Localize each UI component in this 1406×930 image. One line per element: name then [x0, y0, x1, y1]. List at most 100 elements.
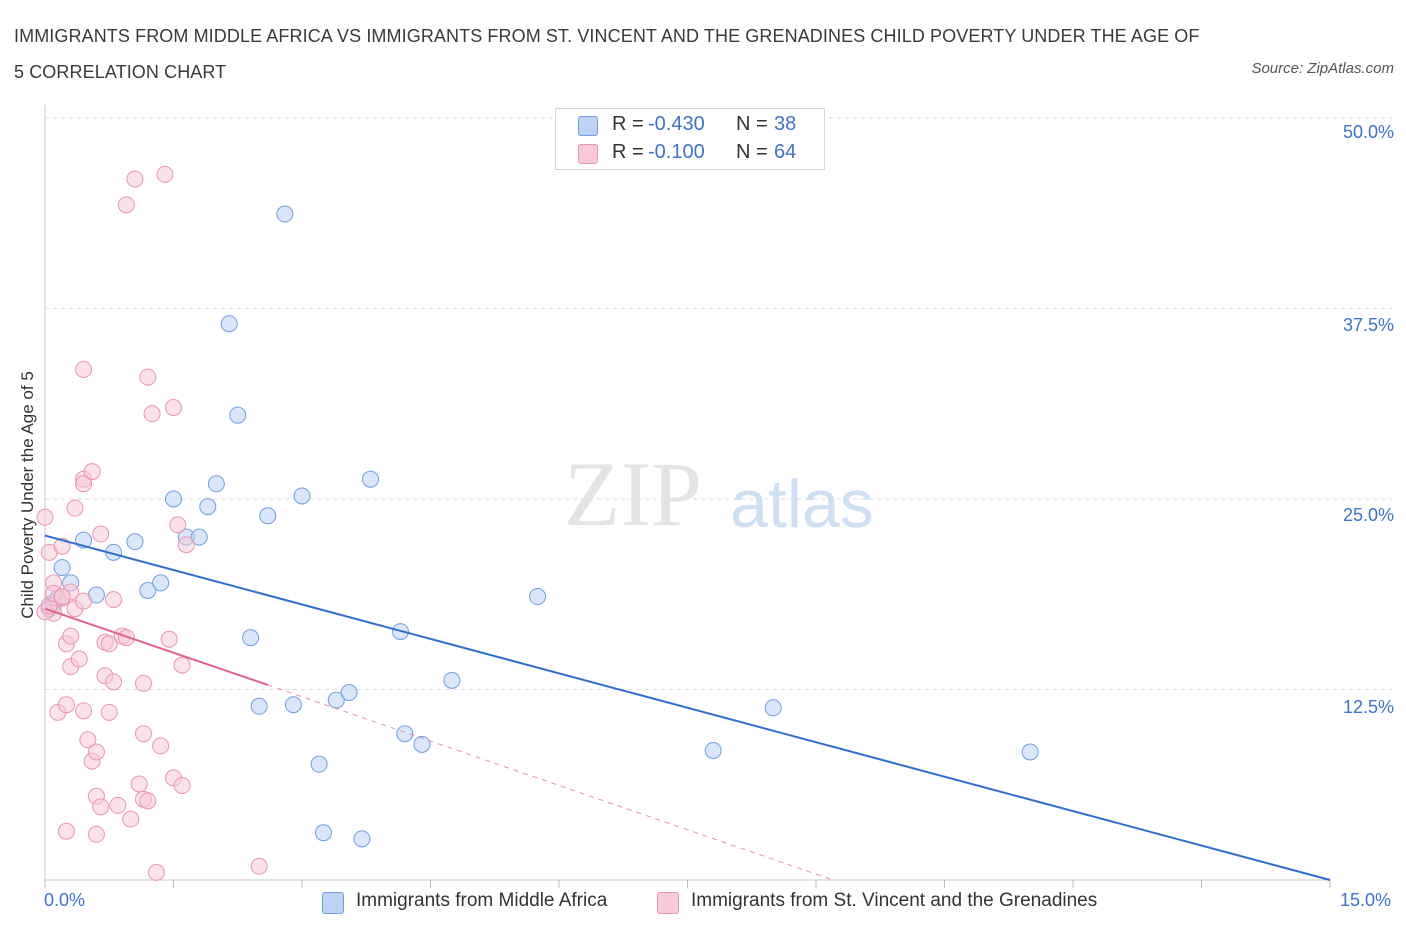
point-middle-africa: [396, 725, 414, 743]
point-st-vincent: [57, 696, 75, 714]
point-middle-africa: [207, 475, 225, 493]
point-middle-africa: [190, 528, 208, 546]
point-middle-africa: [362, 470, 380, 488]
point-middle-africa: [284, 696, 302, 714]
n-label: N =: [736, 141, 768, 163]
y-tick-label: 50.0%: [1342, 122, 1394, 142]
point-middle-africa: [229, 406, 247, 424]
legend-label: Immigrants from Middle Africa: [356, 890, 608, 911]
point-st-vincent: [75, 360, 93, 378]
point-middle-africa: [443, 671, 461, 689]
point-st-vincent: [250, 857, 268, 875]
y-tick-label: 12.5%: [1342, 697, 1394, 717]
trend-extension-st-vincent: [267, 684, 834, 881]
source-label: Source: ZipAtlas.com: [1251, 60, 1394, 77]
axes: [44, 105, 1331, 888]
r-value: -0.100: [648, 141, 705, 163]
point-middle-africa: [353, 830, 371, 848]
trend-line-st-vincent: [44, 607, 269, 686]
trend-lines: [44, 534, 1331, 881]
point-st-vincent: [105, 673, 123, 691]
point-middle-africa: [139, 581, 157, 599]
point-middle-africa: [310, 755, 328, 773]
point-st-vincent: [109, 796, 127, 814]
point-st-vincent: [152, 737, 170, 755]
y-axis-label: Child Poverty Under the Age of 5: [18, 371, 37, 619]
series-st-vincent: [36, 165, 268, 881]
stats-box: R = -0.430 N = 38 R = -0.100 N = 64: [555, 108, 825, 170]
point-st-vincent: [147, 863, 165, 881]
blue-swatch: [578, 116, 598, 136]
point-st-vincent: [165, 399, 182, 417]
point-st-vincent: [75, 475, 93, 493]
point-st-vincent: [62, 627, 80, 645]
pink-swatch: [657, 892, 679, 914]
point-st-vincent: [36, 508, 54, 526]
point-st-vincent: [143, 405, 161, 423]
point-middle-africa: [276, 205, 294, 223]
r-label: R =: [612, 141, 644, 163]
point-middle-africa: [529, 588, 547, 606]
point-middle-africa: [293, 487, 311, 505]
point-st-vincent: [75, 702, 93, 720]
n-label: N =: [736, 113, 768, 135]
chart-title: IMMIGRANTS FROM MIDDLE AFRICA VS IMMIGRA…: [14, 26, 1200, 82]
series-middle-africa: [40, 205, 1039, 848]
point-st-vincent: [135, 674, 153, 692]
x-tick-label: 0.0%: [44, 890, 86, 910]
point-st-vincent: [53, 588, 71, 606]
point-st-vincent: [92, 525, 110, 543]
r-value: -0.430: [648, 113, 705, 135]
n-value: 64: [774, 141, 797, 163]
point-st-vincent: [117, 196, 135, 214]
point-st-vincent: [156, 165, 174, 183]
point-middle-africa: [704, 741, 722, 759]
point-middle-africa: [220, 315, 238, 333]
point-middle-africa: [53, 559, 71, 577]
point-st-vincent: [130, 775, 148, 793]
point-middle-africa: [165, 490, 182, 508]
watermark: ZIP atlas: [564, 443, 874, 545]
point-middle-africa: [1021, 743, 1039, 761]
point-st-vincent: [117, 629, 135, 647]
grid-lines: [45, 117, 1392, 690]
point-st-vincent: [173, 656, 191, 674]
point-middle-africa: [259, 507, 277, 525]
point-st-vincent: [100, 703, 118, 721]
n-value: 38: [774, 113, 797, 135]
point-middle-africa: [340, 684, 358, 702]
point-st-vincent: [160, 630, 178, 648]
point-middle-africa: [314, 824, 332, 842]
point-st-vincent: [92, 798, 110, 816]
x-tick-label: 15.0%: [1340, 890, 1392, 910]
point-st-vincent: [169, 516, 187, 534]
watermark-atlas: atlas: [730, 466, 874, 542]
point-st-vincent: [66, 499, 84, 517]
trend-line-middle-africa: [44, 534, 1331, 881]
point-st-vincent: [70, 650, 88, 668]
point-st-vincent: [79, 731, 97, 749]
point-st-vincent: [173, 777, 191, 795]
point-middle-africa: [126, 533, 144, 551]
point-st-vincent: [105, 591, 123, 609]
point-st-vincent: [100, 635, 118, 653]
r-label: R =: [612, 113, 644, 135]
watermark-zip: ZIP: [564, 443, 702, 545]
point-st-vincent: [57, 822, 75, 840]
point-st-vincent: [83, 463, 101, 481]
point-st-vincent: [177, 536, 195, 554]
point-st-vincent: [75, 592, 93, 610]
point-middle-africa: [764, 699, 782, 717]
point-middle-africa: [199, 498, 217, 516]
point-st-vincent: [135, 725, 153, 743]
point-st-vincent: [139, 368, 157, 386]
point-st-vincent: [87, 743, 105, 761]
point-st-vincent: [126, 170, 144, 188]
pink-swatch: [578, 144, 598, 164]
blue-swatch: [322, 892, 344, 914]
y-tick-label: 37.5%: [1342, 315, 1394, 335]
point-st-vincent: [87, 825, 105, 843]
point-st-vincent: [139, 792, 157, 810]
legend-label: Immigrants from St. Vincent and the Gren…: [691, 890, 1098, 911]
